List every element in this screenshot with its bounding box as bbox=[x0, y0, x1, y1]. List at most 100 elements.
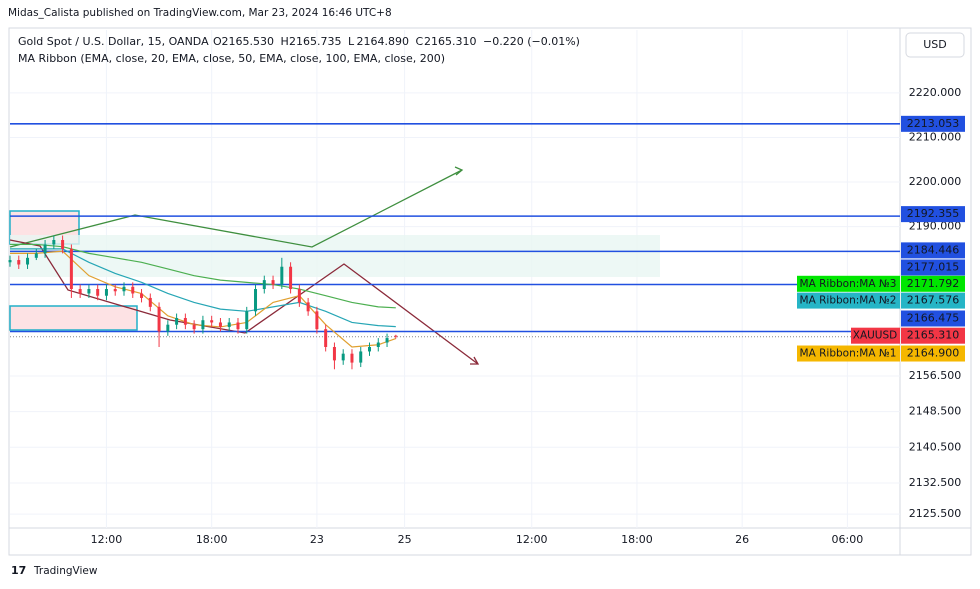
ohlc-value: 2165.735 bbox=[289, 35, 342, 48]
ma-value-box bbox=[901, 345, 965, 362]
x-tick-label: 18:00 bbox=[196, 533, 228, 546]
candle-body bbox=[26, 257, 30, 265]
x-tick-label: 23 bbox=[310, 533, 324, 546]
y-tick-label: 2200.000 bbox=[909, 175, 962, 188]
candle-body bbox=[297, 289, 301, 303]
ohlc-value: 2165.530 bbox=[222, 35, 275, 48]
level-label-box bbox=[901, 206, 965, 223]
candle-body bbox=[227, 322, 231, 327]
brand: TradingView bbox=[33, 565, 98, 577]
candle-body bbox=[341, 353, 345, 361]
x-tick-label: 06:00 bbox=[832, 533, 864, 546]
change: −0.220 (−0.01%) bbox=[483, 35, 580, 48]
ma-value-box bbox=[901, 275, 965, 292]
candle-body bbox=[280, 266, 284, 285]
ohlc-key: H bbox=[281, 35, 289, 48]
indicator: MA Ribbon (EMA, close, 20, EMA, close, 5… bbox=[18, 52, 445, 65]
ma-value: 2171.792 bbox=[907, 277, 960, 290]
candle-body bbox=[183, 318, 187, 325]
level-label-box bbox=[901, 242, 965, 259]
candle-body bbox=[52, 239, 56, 245]
y-tick-label: 2210.000 bbox=[909, 130, 962, 143]
symbol: Gold Spot / U.S. Dollar, 15, OANDA bbox=[18, 35, 209, 48]
ma-name: MA Ribbon:MA №1 bbox=[800, 348, 897, 360]
x-tick-label: 25 bbox=[398, 533, 412, 546]
candle-body bbox=[271, 280, 275, 285]
candle-body bbox=[78, 289, 82, 294]
price-name-box bbox=[851, 327, 900, 344]
currency-button[interactable] bbox=[905, 32, 965, 58]
candle-body bbox=[148, 297, 152, 307]
ma-name: MA Ribbon:MA №2 bbox=[800, 295, 897, 307]
ma-value: 2167.576 bbox=[907, 294, 960, 307]
ma-name: MA Ribbon:MA №3 bbox=[800, 278, 897, 290]
candle-body bbox=[17, 260, 21, 265]
ohlc-key: C bbox=[416, 35, 424, 48]
x-tick-label: 12:00 bbox=[516, 533, 548, 546]
level-label-box bbox=[901, 115, 965, 132]
x-tick-label: 18:00 bbox=[621, 533, 653, 546]
candle-body bbox=[61, 239, 65, 249]
candle-body bbox=[359, 351, 363, 363]
candle-body bbox=[368, 346, 372, 352]
level-label-box bbox=[901, 259, 965, 276]
level-label: 2213.053 bbox=[907, 117, 960, 130]
level-label-box bbox=[901, 310, 965, 327]
x-tick-label: 26 bbox=[735, 533, 749, 546]
frame bbox=[8, 27, 972, 556]
ma-line bbox=[10, 250, 397, 348]
candle-body bbox=[8, 260, 12, 263]
candle-body bbox=[306, 302, 310, 312]
candle-body bbox=[201, 320, 205, 330]
candle-body bbox=[96, 289, 100, 296]
candle-body bbox=[87, 289, 91, 294]
level-label: 2177.015 bbox=[907, 261, 960, 274]
trend-arrow bbox=[9, 239, 479, 365]
price-name: XAUUSD bbox=[853, 330, 898, 342]
candle-body bbox=[350, 353, 354, 363]
candle-body bbox=[122, 286, 126, 292]
candle-body bbox=[254, 289, 258, 312]
currency[interactable]: USD bbox=[923, 38, 947, 51]
level-label: 2166.475 bbox=[907, 311, 960, 324]
candle-body bbox=[104, 289, 108, 296]
trend-arrow bbox=[9, 169, 463, 248]
y-tick-label: 2190.000 bbox=[909, 220, 962, 233]
y-tick-label: 2140.500 bbox=[909, 440, 962, 453]
x-tick-label: 12:00 bbox=[91, 533, 123, 546]
candle-body bbox=[324, 329, 328, 347]
level-label: 2192.355 bbox=[907, 207, 960, 220]
ohlc-value: 2164.890 bbox=[357, 35, 410, 48]
arrow-head bbox=[454, 166, 464, 176]
y-tick-label: 2125.500 bbox=[909, 507, 962, 520]
ma-line bbox=[10, 243, 396, 309]
price-value-box bbox=[901, 327, 965, 344]
y-tick-label: 2132.500 bbox=[909, 476, 962, 489]
candle-body bbox=[175, 318, 179, 325]
arrow-head bbox=[470, 356, 480, 365]
ma-name-box bbox=[797, 275, 900, 292]
candle-body bbox=[394, 335, 398, 337]
candle-body bbox=[140, 293, 144, 298]
ma-value: 2164.900 bbox=[907, 347, 960, 360]
ohlc-value: 2165.310 bbox=[424, 35, 477, 48]
candle-body bbox=[262, 280, 266, 290]
ohlc-key: O bbox=[213, 35, 222, 48]
y-tick-label: 2148.500 bbox=[909, 405, 962, 418]
candle-body bbox=[210, 320, 214, 323]
ma-name-box bbox=[797, 292, 900, 309]
level-label: 2184.446 bbox=[907, 243, 960, 256]
candle-body bbox=[192, 324, 196, 330]
candle-body bbox=[315, 311, 319, 330]
ma-value-box bbox=[901, 292, 965, 309]
candle-body bbox=[166, 324, 170, 332]
candle-body bbox=[157, 306, 161, 332]
y-tick-label: 2220.000 bbox=[909, 86, 962, 99]
zone bbox=[9, 305, 138, 331]
candle-body bbox=[69, 248, 73, 290]
ma-name-box bbox=[797, 345, 900, 362]
ohlc-key: L bbox=[348, 35, 355, 48]
y-tick-label: 2156.500 bbox=[909, 369, 962, 382]
candle-body bbox=[34, 253, 38, 258]
